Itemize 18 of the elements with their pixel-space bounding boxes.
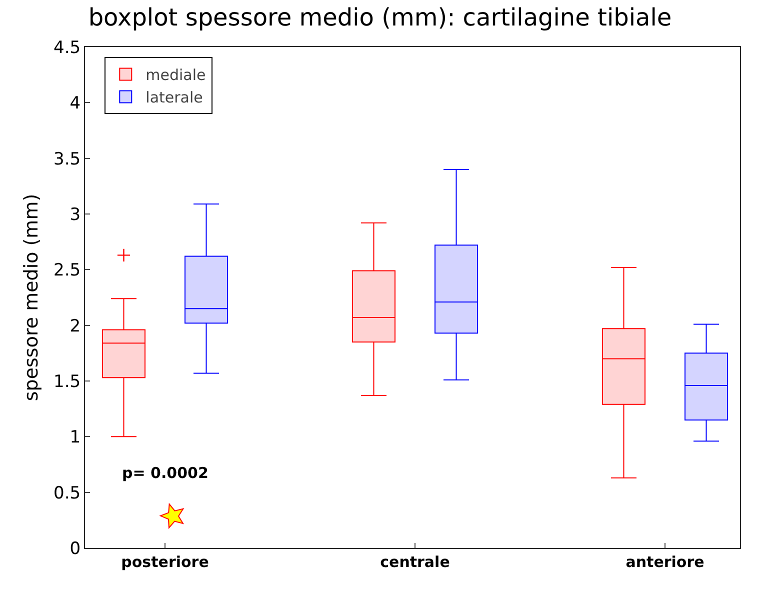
y-tick-label: 1.5 — [54, 372, 81, 392]
y-tick-label: 0 — [70, 538, 81, 559]
y-axis-title: spessore medio (mm) — [20, 194, 42, 402]
chart-title: boxplot spessore medio (mm): cartilagine tibiale — [88, 4, 672, 32]
x-tick-label: anteriore — [626, 553, 704, 571]
x-tick-label: centrale — [380, 553, 450, 571]
y-tick-label: 4.5 — [54, 38, 81, 58]
legend-label: laterale — [146, 88, 203, 107]
y-tick-label: 3 — [70, 204, 81, 225]
y-tick-label: 2 — [70, 316, 81, 336]
y-tick-label: 0.5 — [54, 483, 81, 504]
y-tick-label: 3.5 — [54, 149, 81, 170]
x-tick-label: posteriore — [121, 553, 209, 571]
legend-label: mediale — [146, 66, 206, 84]
y-tick-label: 2.5 — [54, 260, 81, 281]
y-tick-label: 4 — [70, 94, 81, 114]
y-tick-label: 1 — [70, 428, 81, 448]
annotation: p= 0.0002 — [122, 464, 208, 482]
